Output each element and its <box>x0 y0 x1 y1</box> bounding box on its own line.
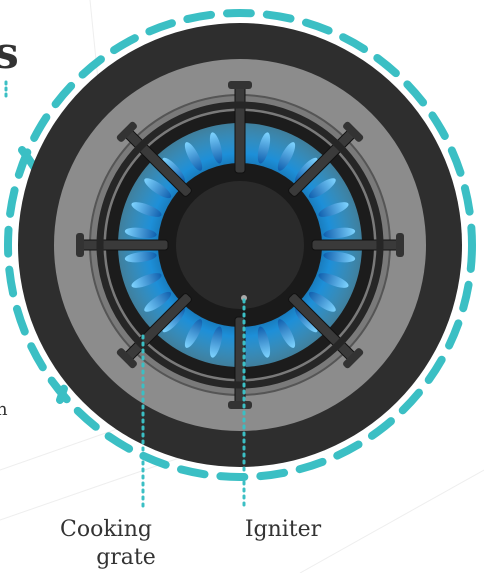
grate-foot <box>116 121 137 142</box>
burner-cap <box>176 181 304 309</box>
grate-ring <box>96 101 384 389</box>
grate-foot <box>228 401 252 409</box>
flame <box>318 202 349 217</box>
grate-foot <box>228 81 252 89</box>
flame <box>162 157 185 183</box>
heading-fragment: s <box>0 28 19 79</box>
flame <box>308 178 336 199</box>
flame <box>323 251 356 263</box>
label: Igniter <box>245 517 322 542</box>
flame <box>295 157 318 183</box>
flame <box>144 291 172 312</box>
flame <box>144 178 172 199</box>
label: grate <box>96 545 156 570</box>
side-fragment: n <box>0 399 8 420</box>
flame <box>184 142 203 171</box>
flame <box>323 227 356 239</box>
label: Cooking <box>60 517 152 542</box>
flame <box>277 142 296 171</box>
flame <box>295 307 318 333</box>
flame <box>318 273 349 288</box>
flame <box>257 132 271 164</box>
grate-foot <box>343 121 364 142</box>
highlight-circle <box>4 9 476 481</box>
grate-bar <box>311 239 401 251</box>
grate-bar <box>234 84 246 174</box>
flame <box>184 319 203 348</box>
grate-foot <box>343 348 364 369</box>
grate-foot <box>396 233 404 257</box>
flame <box>257 326 271 358</box>
grate-bar <box>79 239 169 251</box>
grate-foot <box>116 348 137 369</box>
flame <box>131 202 162 217</box>
cooking-grate <box>76 81 404 409</box>
grate-foot <box>76 233 84 257</box>
flame <box>308 291 336 312</box>
igniter <box>241 295 247 301</box>
flame <box>124 251 157 263</box>
flame <box>209 132 223 164</box>
flame <box>131 273 162 288</box>
flames <box>124 129 356 361</box>
flame <box>162 307 185 333</box>
flame <box>277 319 296 348</box>
flame <box>209 326 223 358</box>
flame <box>124 227 157 239</box>
